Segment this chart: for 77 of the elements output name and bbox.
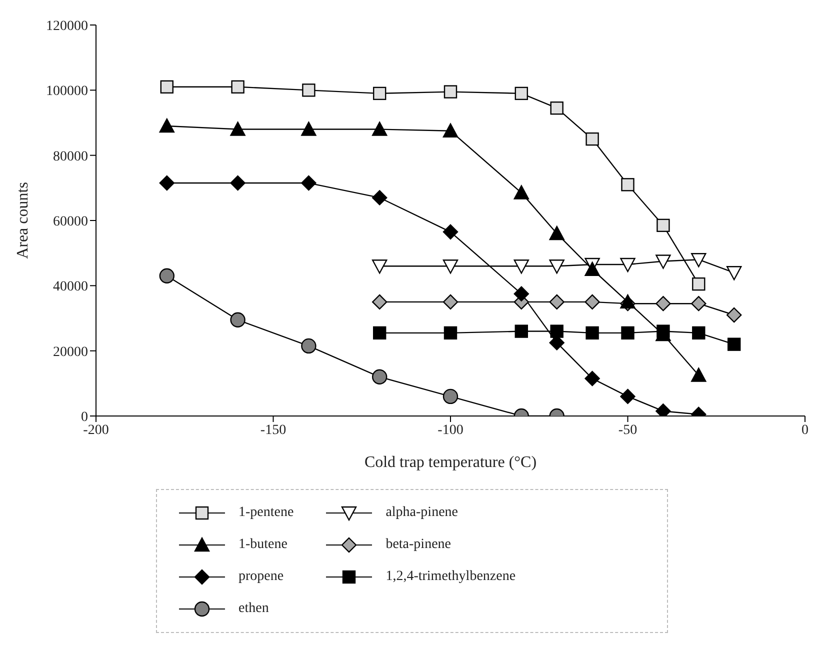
point bbox=[231, 80, 244, 94]
y-tick-label: 80000 bbox=[53, 149, 88, 164]
point bbox=[230, 122, 246, 136]
y-tick-label: 100000 bbox=[46, 84, 88, 100]
point bbox=[621, 178, 634, 192]
legend-label: 1,2,4-trimethylbenzene bbox=[386, 569, 516, 585]
x-tick-label: -200 bbox=[83, 422, 109, 438]
point bbox=[514, 324, 528, 338]
point bbox=[301, 175, 316, 191]
y-tick-label: 40000 bbox=[53, 280, 88, 295]
point bbox=[442, 388, 458, 404]
point bbox=[159, 118, 174, 133]
point bbox=[160, 80, 174, 94]
point bbox=[691, 368, 706, 382]
point bbox=[656, 254, 671, 269]
point bbox=[620, 388, 636, 404]
point bbox=[584, 294, 600, 310]
point bbox=[550, 324, 564, 338]
point bbox=[444, 326, 458, 340]
point bbox=[373, 86, 386, 100]
legend-label: 1-butene bbox=[238, 537, 288, 553]
point bbox=[586, 132, 599, 146]
point bbox=[442, 260, 458, 274]
point bbox=[442, 224, 458, 240]
legend-label: ethen bbox=[238, 601, 269, 617]
point bbox=[372, 369, 388, 384]
point bbox=[692, 277, 706, 291]
y-tick-label: 20000 bbox=[53, 344, 88, 360]
point bbox=[372, 260, 388, 274]
point bbox=[159, 268, 174, 284]
x-tick-label: -150 bbox=[260, 422, 286, 438]
point bbox=[372, 122, 388, 136]
point bbox=[514, 86, 528, 100]
y-axis-title: Area counts bbox=[14, 182, 32, 259]
point bbox=[159, 175, 174, 191]
point bbox=[301, 338, 316, 354]
legend-label: beta-pinene bbox=[386, 537, 451, 553]
point bbox=[442, 123, 458, 138]
point bbox=[728, 338, 741, 351]
point bbox=[692, 326, 706, 340]
point bbox=[301, 122, 316, 136]
legend-label: propene bbox=[238, 569, 284, 585]
y-tick-label: 60000 bbox=[53, 214, 88, 230]
point bbox=[726, 266, 742, 280]
point bbox=[621, 326, 634, 340]
point bbox=[656, 218, 670, 232]
point bbox=[373, 326, 386, 340]
x-tick-label: 0 bbox=[802, 422, 808, 438]
legend-label: alpha-pinene bbox=[386, 505, 458, 521]
point bbox=[584, 262, 600, 276]
y-tick-label: 120000 bbox=[46, 18, 88, 34]
point bbox=[514, 286, 529, 302]
point bbox=[549, 226, 564, 240]
x-tick-label: -100 bbox=[438, 422, 464, 438]
point bbox=[372, 294, 388, 310]
point bbox=[586, 326, 599, 340]
y-tick-label: 0 bbox=[81, 410, 88, 425]
point bbox=[550, 101, 564, 115]
point bbox=[372, 190, 388, 206]
x-tick-label: -50 bbox=[618, 422, 638, 438]
point bbox=[549, 294, 564, 310]
point bbox=[726, 307, 742, 323]
point bbox=[691, 296, 706, 312]
point bbox=[444, 85, 458, 98]
point bbox=[302, 84, 316, 97]
point bbox=[230, 312, 246, 328]
point bbox=[656, 296, 671, 312]
point bbox=[584, 370, 600, 386]
point bbox=[514, 260, 529, 274]
legend-label: 1-pentene bbox=[238, 505, 294, 521]
point bbox=[691, 253, 706, 268]
point bbox=[230, 175, 246, 191]
point bbox=[549, 260, 564, 274]
point bbox=[514, 185, 529, 200]
point bbox=[620, 258, 636, 272]
point bbox=[442, 294, 458, 310]
x-axis-title: Cold trap temperature (°C) bbox=[364, 454, 537, 471]
